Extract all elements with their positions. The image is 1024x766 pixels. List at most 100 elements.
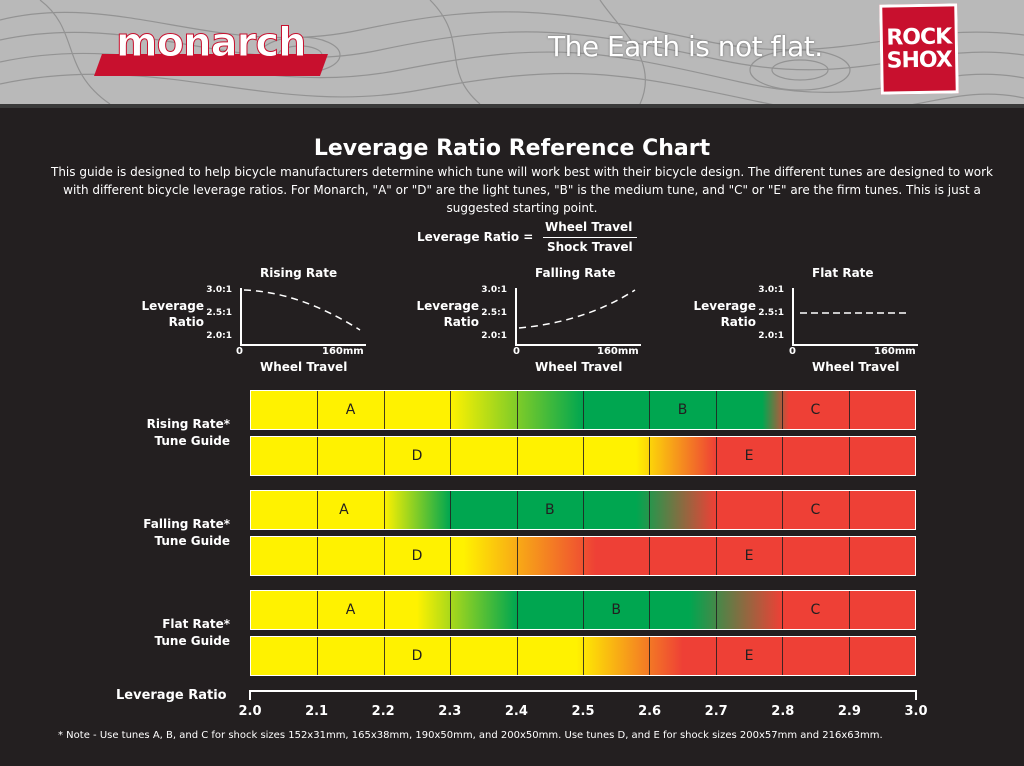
tune-bar-divider [516,637,518,675]
tune-label-d: D [411,448,423,464]
tune-bar-divider [782,637,784,675]
group-label-flat-rate: Flat Rate* Tune Guide [110,616,230,650]
mini-chart-ylabel-line2: Ratio [443,315,479,329]
group-label-line2: Tune Guide [154,534,230,548]
tune-bar-divider [450,537,452,575]
footnote: * Note - Use tunes A, B, and C for shock… [58,730,883,741]
tune-bar-divider [516,437,518,475]
group-label-line1: Rising Rate* [146,417,230,431]
tune-bar-divider [649,391,651,429]
intro-text: This guide is designed to help bicycle m… [51,165,993,215]
header-divider [0,104,1024,108]
tune-bar-divider [583,491,584,529]
tune-bar-divider [583,637,584,675]
tune-bar-divider [649,591,651,629]
mini-chart-ytick: 2.0:1 [481,331,507,341]
rockshox-logo: ROCK SHOX [879,3,959,95]
tune-label-e: E [744,448,754,464]
tune-bar-divider [450,491,452,529]
tune-bar-divider [450,637,452,675]
tune-bar-divider [848,491,850,529]
tune-bar-divider [516,591,518,629]
x-axis-tick-label: 2.6 [638,704,662,719]
mini-chart-rising-rate: Rising Rate Leverage Ratio 3.0:1 2.5:1 2.… [136,266,396,376]
tune-bar-divider [450,391,452,429]
tune-label-c: C [810,402,821,418]
mini-chart-ytick: 3.0:1 [481,285,507,295]
tune-label-b: B [544,502,555,518]
x-axis-tick-label: 2.0 [238,704,262,719]
mini-chart-ylabel-line1: Leverage [141,299,205,313]
tune-bar-divider [782,491,784,529]
tune-bar-divider [715,537,717,575]
monarch-logo: monarch [94,20,328,76]
formula-denominator: Shock Travel [547,240,633,254]
mini-chart-falling-rate: Falling Rate Leverage Ratio 3.0:1 2.5:1 2… [411,266,671,376]
leverage-ratio-formula: Leverage Ratio = Wheel Travel Shock Trav… [417,220,657,256]
tune-bar-divider [782,591,784,629]
mini-chart-ytick: 2.5:1 [758,308,784,318]
tune-bar-divider [782,537,784,575]
mini-chart-title: Falling Rate [535,266,616,280]
mini-chart-xlabel: Wheel Travel [535,360,623,374]
tune-bar-divider [516,491,518,529]
tune-bar-divider [715,637,717,675]
tune-bar-divider [848,591,850,629]
x-axis-line [249,690,917,700]
tune-label-a: A [345,602,356,618]
tune-bar-divider [649,637,651,675]
tune-bar-divider [715,491,717,529]
tune-label-d: D [411,648,423,664]
x-axis-tick-label: 2.2 [371,704,395,719]
mini-chart-plot [240,288,366,346]
tune-label-c: C [810,502,821,518]
tune-bar-divider [383,491,385,529]
group-label-rising-rate: Rising Rate* Tune Guide [110,416,230,450]
tune-bar-divider [848,637,850,675]
group-label-falling-rate: Falling Rate* Tune Guide [110,516,230,550]
tune-bar-divider [848,391,850,429]
tune-label-e: E [744,548,754,564]
header-banner: monarch The Earth is not flat. ROCK SHOX [0,0,1024,104]
tune-label-e: E [744,648,754,664]
mini-chart-ytick: 2.0:1 [206,331,232,341]
mini-chart-axes [515,288,641,346]
group-label-line1: Flat Rate* [162,617,230,631]
tune-label-b: B [677,402,688,418]
tagline: The Earth is not flat. [548,30,823,63]
tune-bar-divider [317,591,319,629]
tune-label-a: A [339,502,349,518]
x-axis-tick-label: 3.0 [904,704,928,719]
tune-bar-divider [649,491,651,529]
tune-bar-divider [848,537,850,575]
tune-bar-divider [715,391,717,429]
tune-bar-divider [516,391,518,429]
tune-bar-divider [848,437,850,475]
mini-chart-ylabel-line1: Leverage [416,299,480,313]
mini-chart-xtick-start: 0 [513,346,520,357]
tune-bar-divider [782,437,784,475]
monarch-wordmark: monarch [116,20,306,66]
tune-bar-divider [383,437,385,475]
tune-bar-divider [516,537,518,575]
tune-label-c: C [810,602,821,618]
mini-chart-ytick: 2.5:1 [206,308,232,318]
group-label-line2: Tune Guide [154,634,230,648]
x-axis-baseline [250,690,916,692]
formula-numerator: Wheel Travel [545,220,633,234]
tune-bar-divider [649,537,651,575]
mini-chart-xlabel: Wheel Travel [260,360,348,374]
tune-bar-divider [583,537,584,575]
tune-bar-divider [317,437,319,475]
page-title: Leverage Ratio Reference Chart [313,136,711,161]
falling-rate-curve [518,289,636,329]
tune-bar-divider [317,637,319,675]
tune-bar-divider [383,637,385,675]
mini-chart-ylabel: Leverage Ratio [411,298,480,330]
mini-chart-ylabel-line2: Ratio [168,315,204,329]
x-axis-tick-label: 2.1 [305,704,329,719]
mini-chart-xtick-start: 0 [789,346,796,357]
tune-bar-divider [317,491,319,529]
mini-chart-xtick-start: 0 [236,346,243,357]
